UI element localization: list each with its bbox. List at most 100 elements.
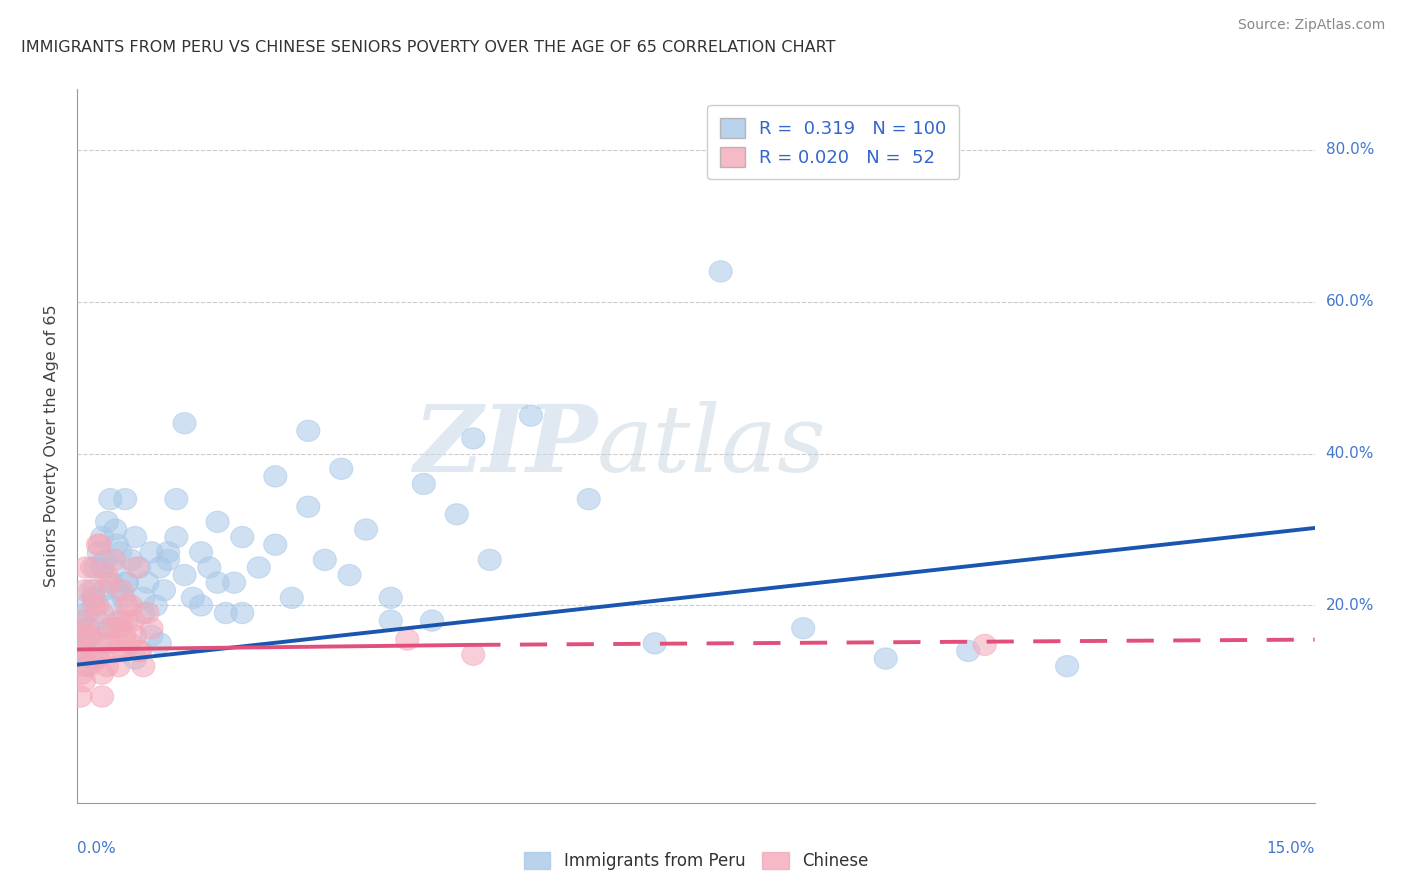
Ellipse shape [461, 428, 485, 449]
Ellipse shape [115, 572, 138, 593]
Ellipse shape [141, 617, 163, 639]
Ellipse shape [100, 572, 124, 593]
Ellipse shape [337, 565, 361, 586]
Ellipse shape [72, 671, 96, 692]
Ellipse shape [77, 656, 100, 677]
Ellipse shape [120, 549, 142, 571]
Ellipse shape [98, 572, 121, 593]
Ellipse shape [446, 504, 468, 525]
Ellipse shape [90, 663, 114, 684]
Ellipse shape [380, 587, 402, 608]
Ellipse shape [69, 640, 91, 662]
Ellipse shape [173, 565, 195, 586]
Ellipse shape [103, 617, 127, 639]
Ellipse shape [380, 610, 402, 632]
Ellipse shape [125, 557, 148, 578]
Ellipse shape [128, 640, 152, 662]
Ellipse shape [98, 632, 122, 654]
Ellipse shape [578, 489, 600, 509]
Ellipse shape [86, 534, 110, 556]
Ellipse shape [148, 632, 172, 654]
Ellipse shape [190, 595, 212, 616]
Ellipse shape [89, 632, 112, 654]
Ellipse shape [93, 580, 115, 601]
Ellipse shape [112, 625, 136, 647]
Ellipse shape [145, 595, 167, 616]
Ellipse shape [108, 541, 132, 563]
Ellipse shape [86, 610, 108, 632]
Ellipse shape [76, 617, 98, 639]
Text: IMMIGRANTS FROM PERU VS CHINESE SENIORS POVERTY OVER THE AGE OF 65 CORRELATION C: IMMIGRANTS FROM PERU VS CHINESE SENIORS … [21, 40, 835, 55]
Ellipse shape [875, 648, 897, 669]
Ellipse shape [165, 489, 188, 509]
Ellipse shape [190, 541, 212, 563]
Ellipse shape [152, 580, 176, 601]
Ellipse shape [70, 663, 93, 684]
Ellipse shape [96, 511, 118, 533]
Ellipse shape [89, 534, 111, 556]
Ellipse shape [69, 640, 91, 662]
Ellipse shape [94, 565, 118, 586]
Ellipse shape [98, 489, 122, 509]
Ellipse shape [105, 640, 128, 662]
Ellipse shape [104, 519, 127, 541]
Ellipse shape [207, 511, 229, 533]
Ellipse shape [73, 580, 96, 601]
Ellipse shape [354, 519, 378, 541]
Ellipse shape [297, 496, 319, 517]
Ellipse shape [118, 632, 142, 654]
Ellipse shape [264, 466, 287, 487]
Text: 40.0%: 40.0% [1326, 446, 1374, 461]
Ellipse shape [280, 587, 304, 608]
Ellipse shape [120, 595, 142, 616]
Ellipse shape [107, 656, 131, 677]
Ellipse shape [124, 648, 146, 669]
Ellipse shape [478, 549, 502, 571]
Ellipse shape [90, 526, 114, 548]
Ellipse shape [79, 625, 101, 647]
Text: 0.0%: 0.0% [77, 841, 117, 855]
Ellipse shape [122, 610, 145, 632]
Text: 80.0%: 80.0% [1326, 143, 1374, 157]
Ellipse shape [124, 526, 146, 548]
Ellipse shape [412, 474, 436, 494]
Ellipse shape [79, 625, 101, 647]
Ellipse shape [90, 602, 114, 624]
Ellipse shape [84, 557, 107, 578]
Ellipse shape [222, 572, 246, 593]
Ellipse shape [136, 572, 159, 593]
Ellipse shape [709, 260, 733, 282]
Ellipse shape [132, 602, 155, 624]
Ellipse shape [86, 595, 108, 616]
Ellipse shape [86, 648, 110, 669]
Ellipse shape [173, 413, 195, 434]
Ellipse shape [128, 557, 150, 578]
Ellipse shape [94, 549, 117, 571]
Ellipse shape [83, 587, 105, 608]
Ellipse shape [214, 602, 238, 624]
Ellipse shape [128, 640, 150, 662]
Text: ZIP: ZIP [413, 401, 598, 491]
Ellipse shape [111, 640, 134, 662]
Ellipse shape [96, 656, 118, 677]
Ellipse shape [461, 644, 485, 665]
Ellipse shape [956, 640, 980, 662]
Ellipse shape [112, 587, 135, 608]
Ellipse shape [792, 617, 814, 639]
Text: 20.0%: 20.0% [1326, 598, 1374, 613]
Ellipse shape [103, 549, 127, 571]
Ellipse shape [110, 610, 134, 632]
Ellipse shape [80, 557, 104, 578]
Ellipse shape [107, 617, 131, 639]
Ellipse shape [643, 632, 666, 654]
Y-axis label: Seniors Poverty Over the Age of 65: Seniors Poverty Over the Age of 65 [44, 305, 59, 587]
Ellipse shape [90, 557, 114, 578]
Ellipse shape [247, 557, 270, 578]
Ellipse shape [87, 541, 110, 563]
Ellipse shape [330, 458, 353, 479]
Ellipse shape [231, 526, 254, 548]
Ellipse shape [148, 557, 172, 578]
Ellipse shape [395, 629, 419, 650]
Ellipse shape [83, 580, 105, 601]
Ellipse shape [70, 610, 93, 632]
